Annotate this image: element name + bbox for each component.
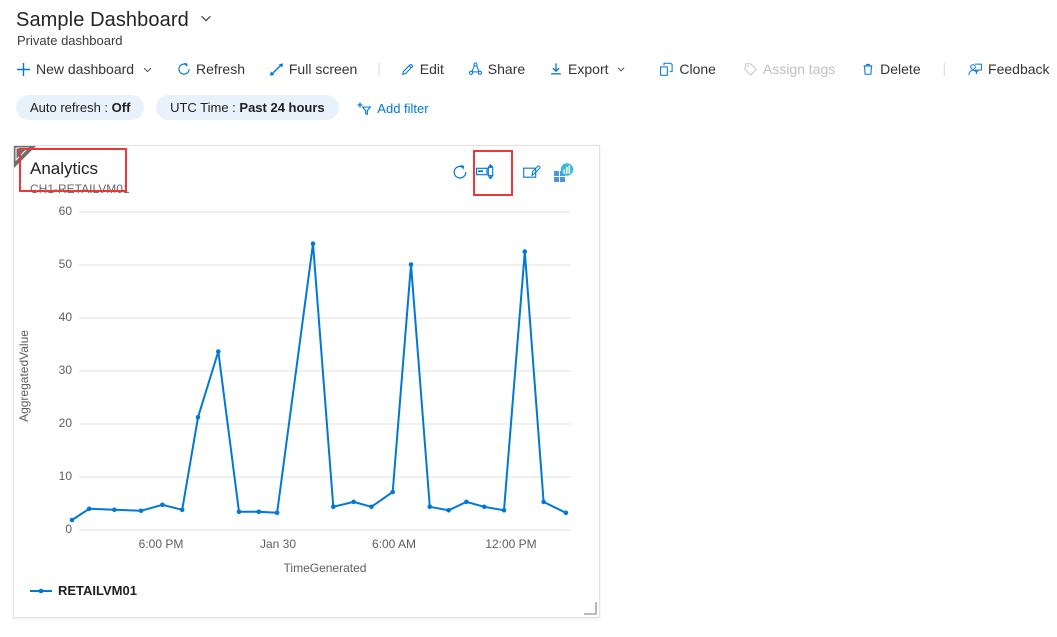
svg-text:0: 0 — [65, 522, 72, 536]
svg-text:10: 10 — [59, 469, 73, 483]
svg-text:20: 20 — [59, 416, 73, 430]
svg-text:12:00 PM: 12:00 PM — [485, 537, 536, 551]
svg-text:AggregatedValue: AggregatedValue — [17, 330, 31, 422]
svg-text:TimeGenerated: TimeGenerated — [284, 561, 367, 575]
svg-text:40: 40 — [59, 310, 73, 324]
svg-text:6:00 PM: 6:00 PM — [139, 537, 184, 551]
svg-text:30: 30 — [59, 363, 73, 377]
svg-text:50: 50 — [59, 257, 73, 271]
svg-text:Jan 30: Jan 30 — [260, 537, 296, 551]
svg-text:60: 60 — [59, 204, 73, 218]
svg-text:6:00 AM: 6:00 AM — [372, 537, 416, 551]
